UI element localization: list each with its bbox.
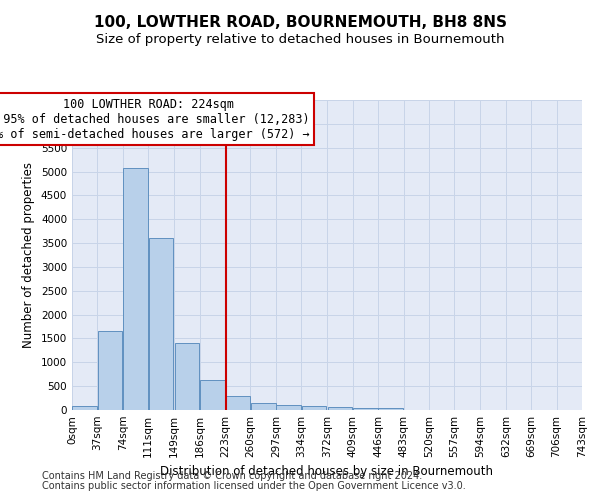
Bar — [302, 406, 326, 410]
Bar — [353, 408, 378, 410]
Bar — [123, 168, 148, 410]
Bar — [73, 406, 97, 410]
Bar — [276, 405, 301, 410]
Bar — [149, 238, 173, 410]
Text: Contains HM Land Registry data © Crown copyright and database right 2024.: Contains HM Land Registry data © Crown c… — [42, 471, 422, 481]
Bar — [251, 403, 275, 410]
Bar — [328, 407, 352, 410]
Bar — [200, 380, 225, 410]
Text: 100 LOWTHER ROAD: 224sqm
← 95% of detached houses are smaller (12,283)
4% of sem: 100 LOWTHER ROAD: 224sqm ← 95% of detach… — [0, 98, 309, 140]
Bar — [379, 408, 403, 410]
Bar — [98, 332, 122, 410]
Text: Size of property relative to detached houses in Bournemouth: Size of property relative to detached ho… — [96, 32, 504, 46]
Text: 100, LOWTHER ROAD, BOURNEMOUTH, BH8 8NS: 100, LOWTHER ROAD, BOURNEMOUTH, BH8 8NS — [94, 15, 506, 30]
Y-axis label: Number of detached properties: Number of detached properties — [22, 162, 35, 348]
Text: Contains public sector information licensed under the Open Government Licence v3: Contains public sector information licen… — [42, 481, 466, 491]
X-axis label: Distribution of detached houses by size in Bournemouth: Distribution of detached houses by size … — [161, 466, 493, 478]
Bar — [175, 343, 199, 410]
Bar — [226, 396, 250, 410]
